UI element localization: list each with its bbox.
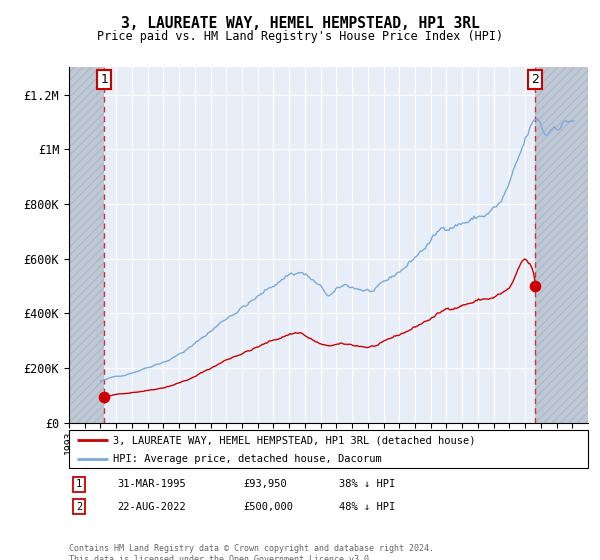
Text: 1: 1 — [100, 73, 109, 86]
Text: £93,950: £93,950 — [243, 479, 287, 489]
Text: 48% ↓ HPI: 48% ↓ HPI — [339, 502, 395, 512]
Bar — [535, 67, 588, 423]
Text: Price paid vs. HM Land Registry's House Price Index (HPI): Price paid vs. HM Land Registry's House … — [97, 30, 503, 43]
Point — [530, 282, 540, 291]
Point — [100, 393, 109, 402]
Text: 31-MAR-1995: 31-MAR-1995 — [117, 479, 186, 489]
Text: 3, LAUREATE WAY, HEMEL HEMPSTEAD, HP1 3RL: 3, LAUREATE WAY, HEMEL HEMPSTEAD, HP1 3R… — [121, 16, 479, 31]
Bar — [69, 67, 104, 423]
Text: £500,000: £500,000 — [243, 502, 293, 512]
Text: 1: 1 — [76, 479, 82, 489]
Text: 3, LAUREATE WAY, HEMEL HEMPSTEAD, HP1 3RL (detached house): 3, LAUREATE WAY, HEMEL HEMPSTEAD, HP1 3R… — [113, 435, 476, 445]
Text: 38% ↓ HPI: 38% ↓ HPI — [339, 479, 395, 489]
Text: HPI: Average price, detached house, Dacorum: HPI: Average price, detached house, Daco… — [113, 454, 382, 464]
Text: 2: 2 — [531, 73, 539, 86]
Text: 2: 2 — [76, 502, 82, 512]
Text: 22-AUG-2022: 22-AUG-2022 — [117, 502, 186, 512]
FancyBboxPatch shape — [69, 430, 588, 468]
Text: Contains HM Land Registry data © Crown copyright and database right 2024.
This d: Contains HM Land Registry data © Crown c… — [69, 544, 434, 560]
